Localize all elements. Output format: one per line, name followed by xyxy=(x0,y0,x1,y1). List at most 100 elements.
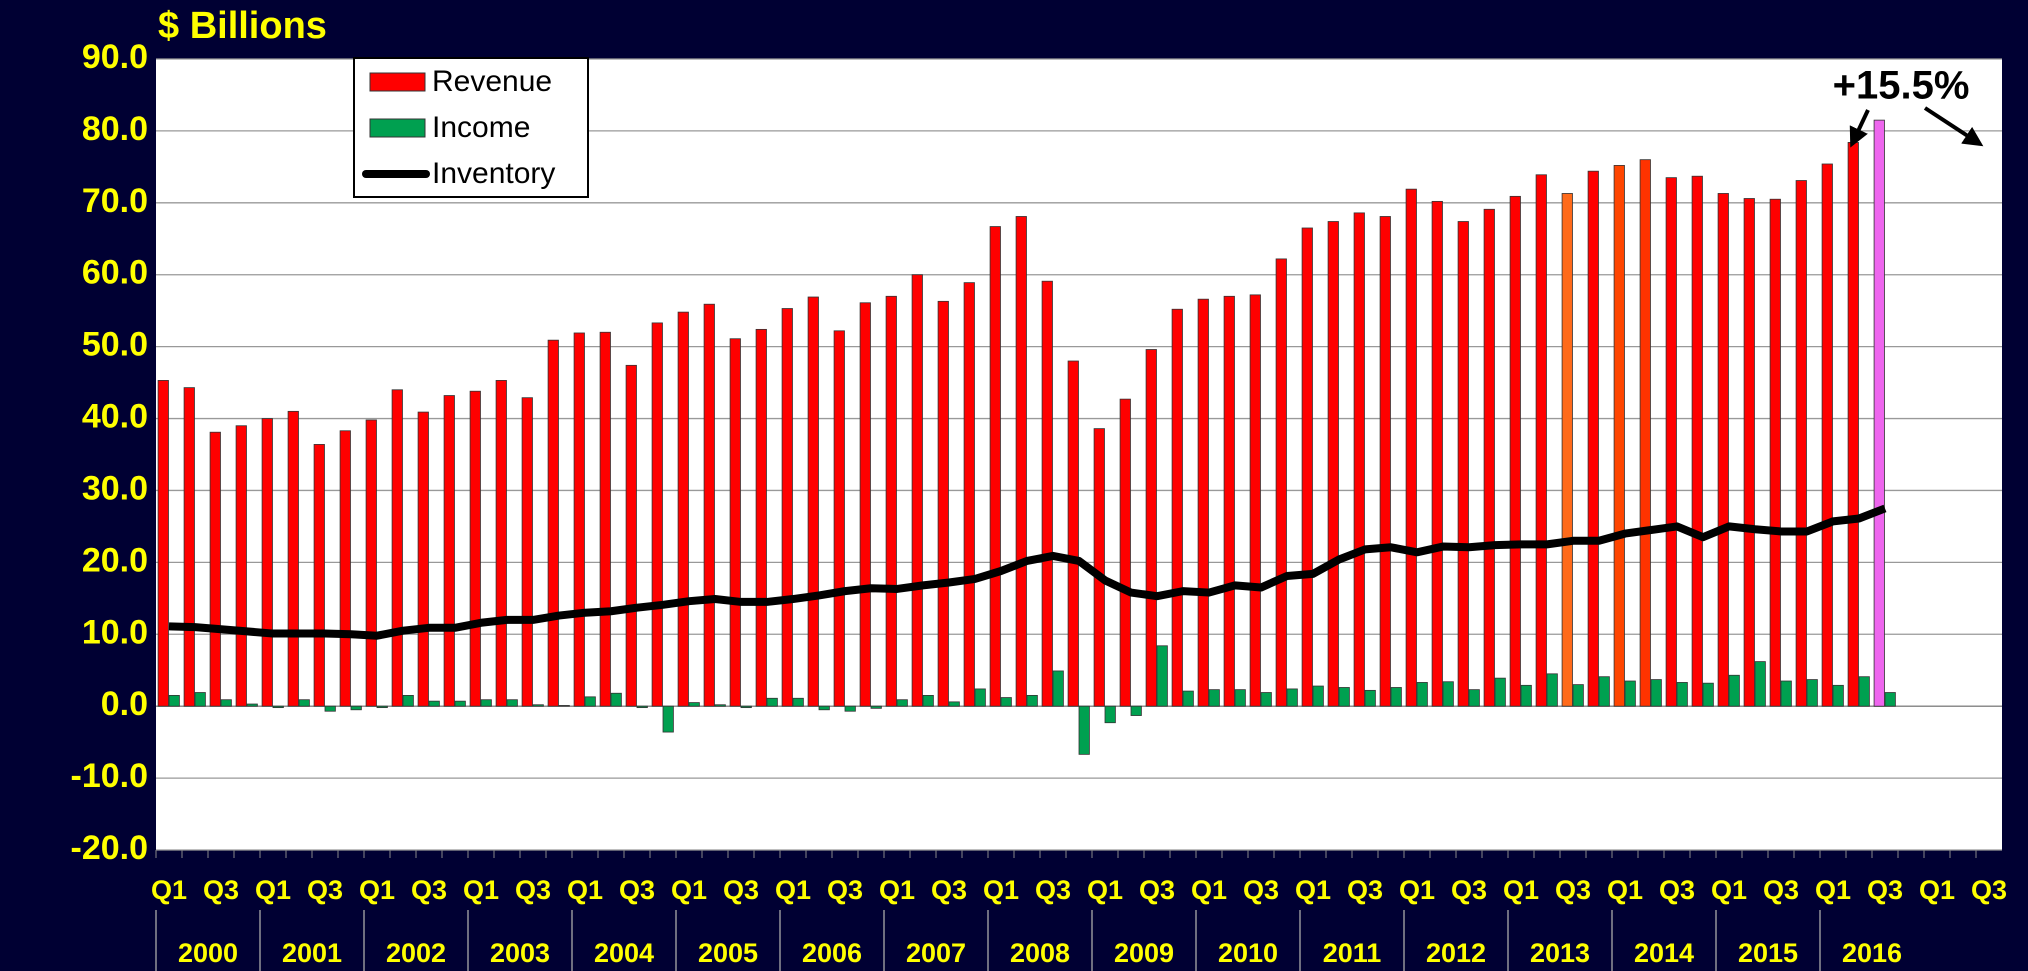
bar xyxy=(1130,705,1142,716)
x-tick-label: Q3 xyxy=(1555,875,1591,905)
bar xyxy=(974,688,986,707)
bar xyxy=(220,699,232,707)
bar xyxy=(1041,280,1053,707)
y-tick-label: -10.0 xyxy=(71,757,149,795)
x-tick-label: Q1 xyxy=(1815,875,1851,905)
bar xyxy=(246,703,258,707)
bar xyxy=(339,430,351,707)
y-tick-label: 70.0 xyxy=(82,182,148,220)
bar xyxy=(1821,163,1833,707)
bar xyxy=(1431,200,1443,707)
bar xyxy=(1691,175,1703,707)
bar xyxy=(807,296,819,707)
bar xyxy=(818,705,830,711)
bar xyxy=(1234,689,1246,707)
legend-swatch xyxy=(369,72,426,92)
bar xyxy=(1587,170,1599,707)
bar xyxy=(428,700,440,707)
bar xyxy=(480,699,492,707)
year-label: 2015 xyxy=(1738,938,1798,968)
x-tick-label: Q3 xyxy=(1763,875,1799,905)
year-label: 2001 xyxy=(282,938,342,968)
year-label: 2008 xyxy=(1010,938,1070,968)
bar xyxy=(599,331,611,707)
x-tick-label: Q1 xyxy=(1919,875,1955,905)
bar xyxy=(937,300,949,707)
bar xyxy=(1286,688,1298,707)
x-tick-label: Q3 xyxy=(411,875,447,905)
bar xyxy=(1717,193,1729,707)
bar xyxy=(729,338,741,707)
bar xyxy=(662,705,674,733)
x-tick-label: Q1 xyxy=(463,875,499,905)
x-tick-label: Q3 xyxy=(1659,875,1695,905)
x-tick-label: Q3 xyxy=(1243,875,1279,905)
year-label: 2016 xyxy=(1842,938,1902,968)
bar xyxy=(1260,692,1272,707)
x-tick-label: Q3 xyxy=(619,875,655,905)
x-tick-label: Q1 xyxy=(1295,875,1331,905)
bar xyxy=(235,425,247,707)
bar xyxy=(1858,676,1870,707)
bar xyxy=(1847,142,1859,707)
bar xyxy=(547,339,559,707)
bar xyxy=(1535,174,1547,707)
legend-label: Inventory xyxy=(432,157,555,190)
bar xyxy=(261,418,273,707)
bar xyxy=(1665,177,1677,707)
bar xyxy=(833,330,845,707)
bar xyxy=(1223,295,1235,707)
x-tick-label: Q3 xyxy=(1971,875,2007,905)
bar xyxy=(625,364,637,707)
bar xyxy=(781,308,793,707)
x-tick-label: Q3 xyxy=(307,875,343,905)
bar xyxy=(1624,680,1636,707)
x-tick-label: Q1 xyxy=(1503,875,1539,905)
bar xyxy=(324,705,336,712)
bar xyxy=(1104,705,1116,724)
bar xyxy=(584,696,596,707)
bar xyxy=(963,282,975,707)
legend-label: Revenue xyxy=(432,65,552,98)
bar xyxy=(896,699,908,707)
year-label: 2003 xyxy=(490,938,550,968)
bar xyxy=(298,699,310,707)
bar xyxy=(350,705,362,711)
bar xyxy=(183,387,195,707)
x-tick-label: Q1 xyxy=(567,875,603,905)
bar xyxy=(1806,679,1818,707)
x-tick-label: Q3 xyxy=(931,875,967,905)
bar xyxy=(365,419,377,707)
bar xyxy=(443,395,455,707)
bar xyxy=(870,705,882,709)
y-tick-label: -20.0 xyxy=(71,829,149,867)
bar xyxy=(1119,398,1131,707)
bar xyxy=(1312,685,1324,707)
bar xyxy=(376,705,388,709)
bar xyxy=(1483,208,1495,707)
bar xyxy=(194,692,206,707)
bar xyxy=(859,302,871,707)
x-tick-label: Q3 xyxy=(515,875,551,905)
bar xyxy=(1832,684,1844,707)
bar xyxy=(209,431,221,707)
bar xyxy=(844,705,856,712)
bar xyxy=(1067,360,1079,707)
y-tick-label: 20.0 xyxy=(82,541,148,579)
bar xyxy=(1561,193,1573,707)
bar xyxy=(1613,165,1625,707)
x-tick-label: Q3 xyxy=(827,875,863,905)
bar xyxy=(506,699,518,707)
bar xyxy=(1353,212,1365,707)
bar xyxy=(1093,428,1105,707)
bar xyxy=(469,390,481,707)
bar xyxy=(677,311,689,707)
bar xyxy=(157,380,169,707)
bar xyxy=(948,701,960,707)
bar xyxy=(1208,689,1220,707)
x-tick-label: Q1 xyxy=(255,875,291,905)
year-label: 2006 xyxy=(802,938,862,968)
bar xyxy=(922,694,934,707)
bar xyxy=(454,700,466,707)
bar xyxy=(1249,294,1261,707)
